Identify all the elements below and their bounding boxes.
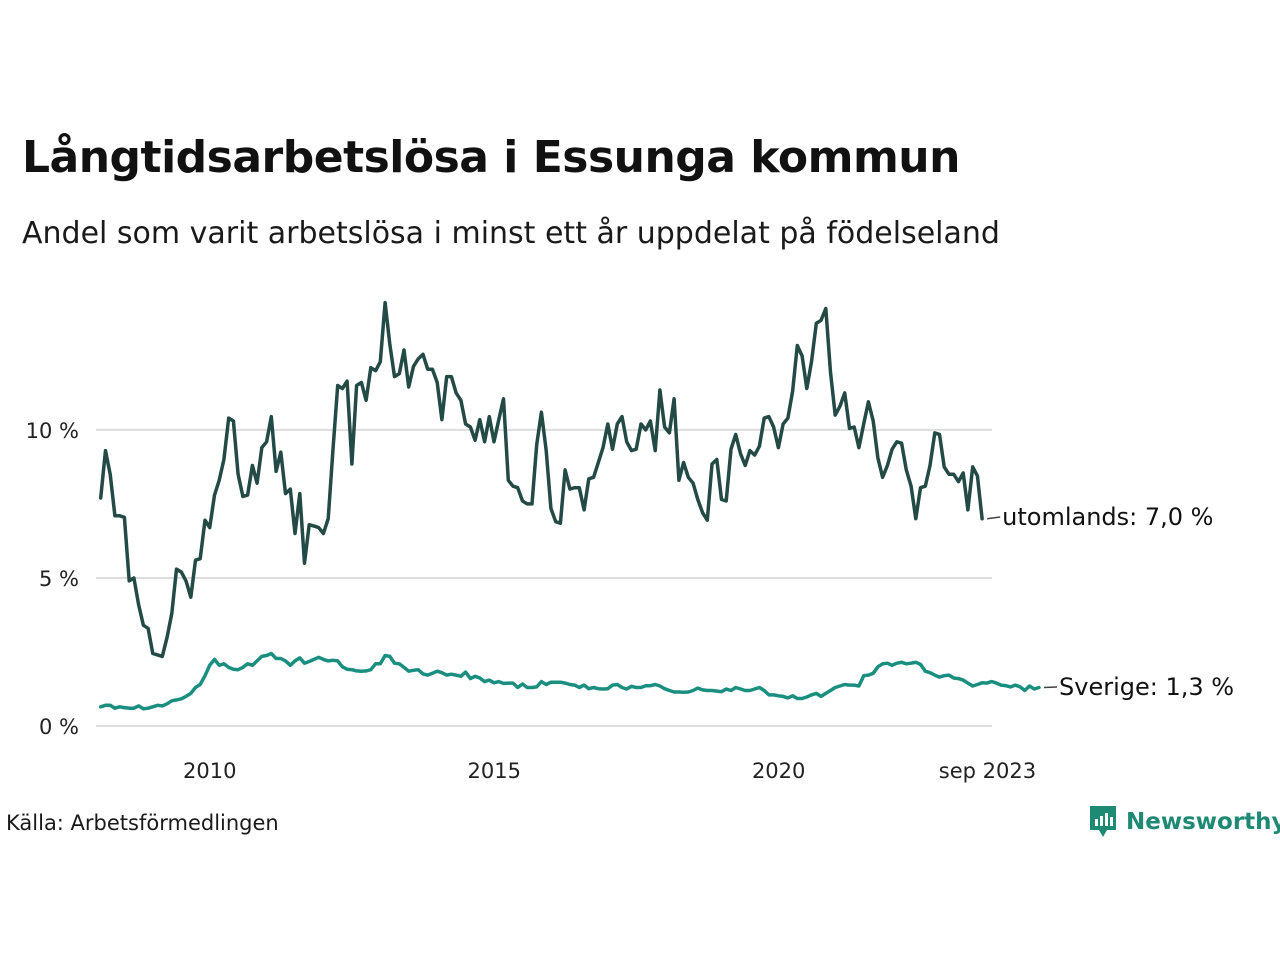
series-line-utomlands bbox=[98, 300, 984, 659]
end-label-leader bbox=[987, 516, 1001, 520]
x-tick-label: sep 2023 bbox=[939, 759, 1036, 783]
source-note: Källa: Arbetsförmedlingen bbox=[6, 811, 279, 835]
y-tick-label: 5 % bbox=[39, 567, 79, 591]
series-line-sverige bbox=[98, 651, 1041, 711]
axis-labels: 0 % 5 % 10 % 2010 2015 2020 sep 2023 bbox=[26, 419, 1036, 783]
y-tick-label: 10 % bbox=[26, 419, 79, 443]
chart-title: Långtidsarbetslösa i Essunga kommun bbox=[22, 132, 960, 183]
series-lines bbox=[98, 300, 1041, 711]
brand-name: Newsworthy bbox=[1126, 809, 1280, 835]
end-labels: utomlands: 7,0 % Sverige: 1,3 % bbox=[987, 503, 1234, 701]
x-tick-label: 2010 bbox=[183, 759, 236, 783]
end-label-sverige: Sverige: 1,3 % bbox=[1059, 673, 1234, 701]
x-tick-label: 2015 bbox=[467, 759, 520, 783]
brand-logo[interactable]: Newsworthy bbox=[1088, 804, 1280, 840]
newsworthy-logo-icon bbox=[1090, 806, 1116, 837]
x-tick-label: 2020 bbox=[752, 759, 805, 783]
end-label-utomlands: utomlands: 7,0 % bbox=[1002, 503, 1213, 531]
y-tick-label: 0 % bbox=[39, 715, 79, 739]
end-label-leader bbox=[1043, 686, 1058, 689]
chart-subtitle: Andel som varit arbetslösa i minst ett å… bbox=[22, 216, 1000, 251]
